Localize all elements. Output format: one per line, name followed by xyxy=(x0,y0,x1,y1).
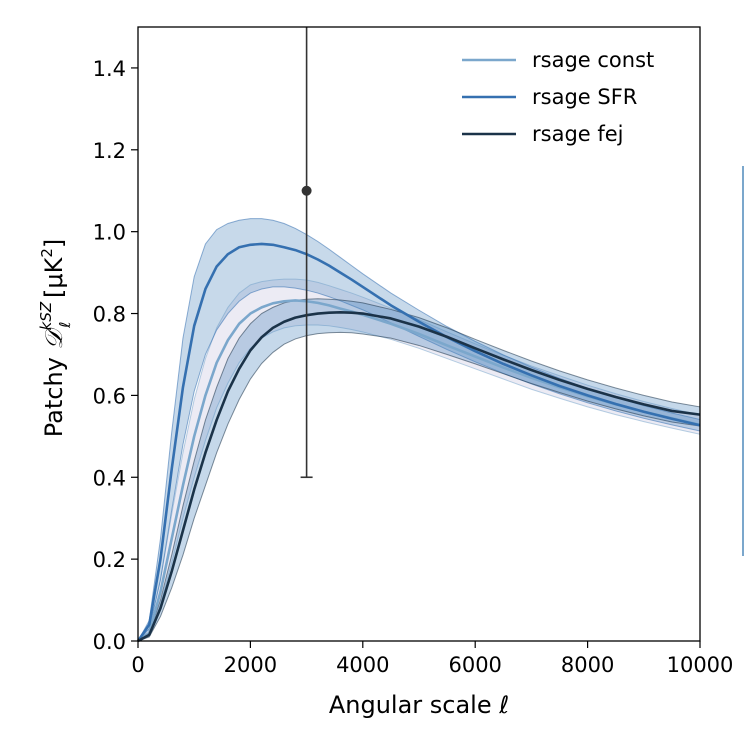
legend: rsage const rsage SFR rsage fej xyxy=(462,48,654,146)
y-axis-label-superscript: kSZ xyxy=(37,301,55,330)
y-axis-label: Patchy 𝒟kSZℓ [μK2] xyxy=(37,239,74,438)
uncertainty-bands xyxy=(137,218,701,642)
legend-label: rsage fej xyxy=(532,122,624,146)
series-line-rsage-const xyxy=(137,299,701,643)
series-lines xyxy=(136,242,701,643)
x-tick-label: 8000 xyxy=(561,653,614,677)
legend-label: rsage SFR xyxy=(532,85,637,109)
plot-frame xyxy=(137,26,701,642)
y-axis-label-prefix: Patchy xyxy=(40,350,68,438)
series-line-rsage-SFR xyxy=(136,242,701,642)
x-tick-label: 0 xyxy=(131,653,144,677)
y-axis-label-unit: [μK xyxy=(40,256,68,305)
x-tick-label: 4000 xyxy=(336,653,389,677)
series-line-rsage-fej xyxy=(137,311,701,643)
y-tick-label: 0.4 xyxy=(93,466,126,490)
data-point xyxy=(301,185,312,196)
x-tick-label: 6000 xyxy=(448,653,501,677)
y-axis-ticks: 0.0 0.2 0.4 0.6 0.8 1.0 1.2 1.4 xyxy=(93,57,138,654)
y-axis-label-unit-close: ] xyxy=(40,239,68,248)
x-axis-label: Angular scale ℓ xyxy=(329,691,509,719)
y-axis-label-unit-power: 2 xyxy=(38,248,56,258)
measurement-errorbar xyxy=(300,27,313,479)
y-tick-label: 1.0 xyxy=(93,221,126,245)
y-tick-label: 0.6 xyxy=(93,384,126,408)
y-axis-label-subscript: ℓ xyxy=(56,322,74,329)
x-axis-ticks: 0 2000 4000 6000 8000 10000 xyxy=(131,641,733,677)
x-tick-label: 2000 xyxy=(224,653,277,677)
y-tick-label: 0.0 xyxy=(93,630,126,654)
legend-label: rsage const xyxy=(532,48,654,72)
y-tick-label: 1.2 xyxy=(93,139,126,163)
y-tick-label: 0.2 xyxy=(93,548,126,572)
y-tick-label: 0.8 xyxy=(93,303,126,327)
y-tick-label: 1.4 xyxy=(93,57,126,81)
x-tick-label: 10000 xyxy=(667,653,734,677)
